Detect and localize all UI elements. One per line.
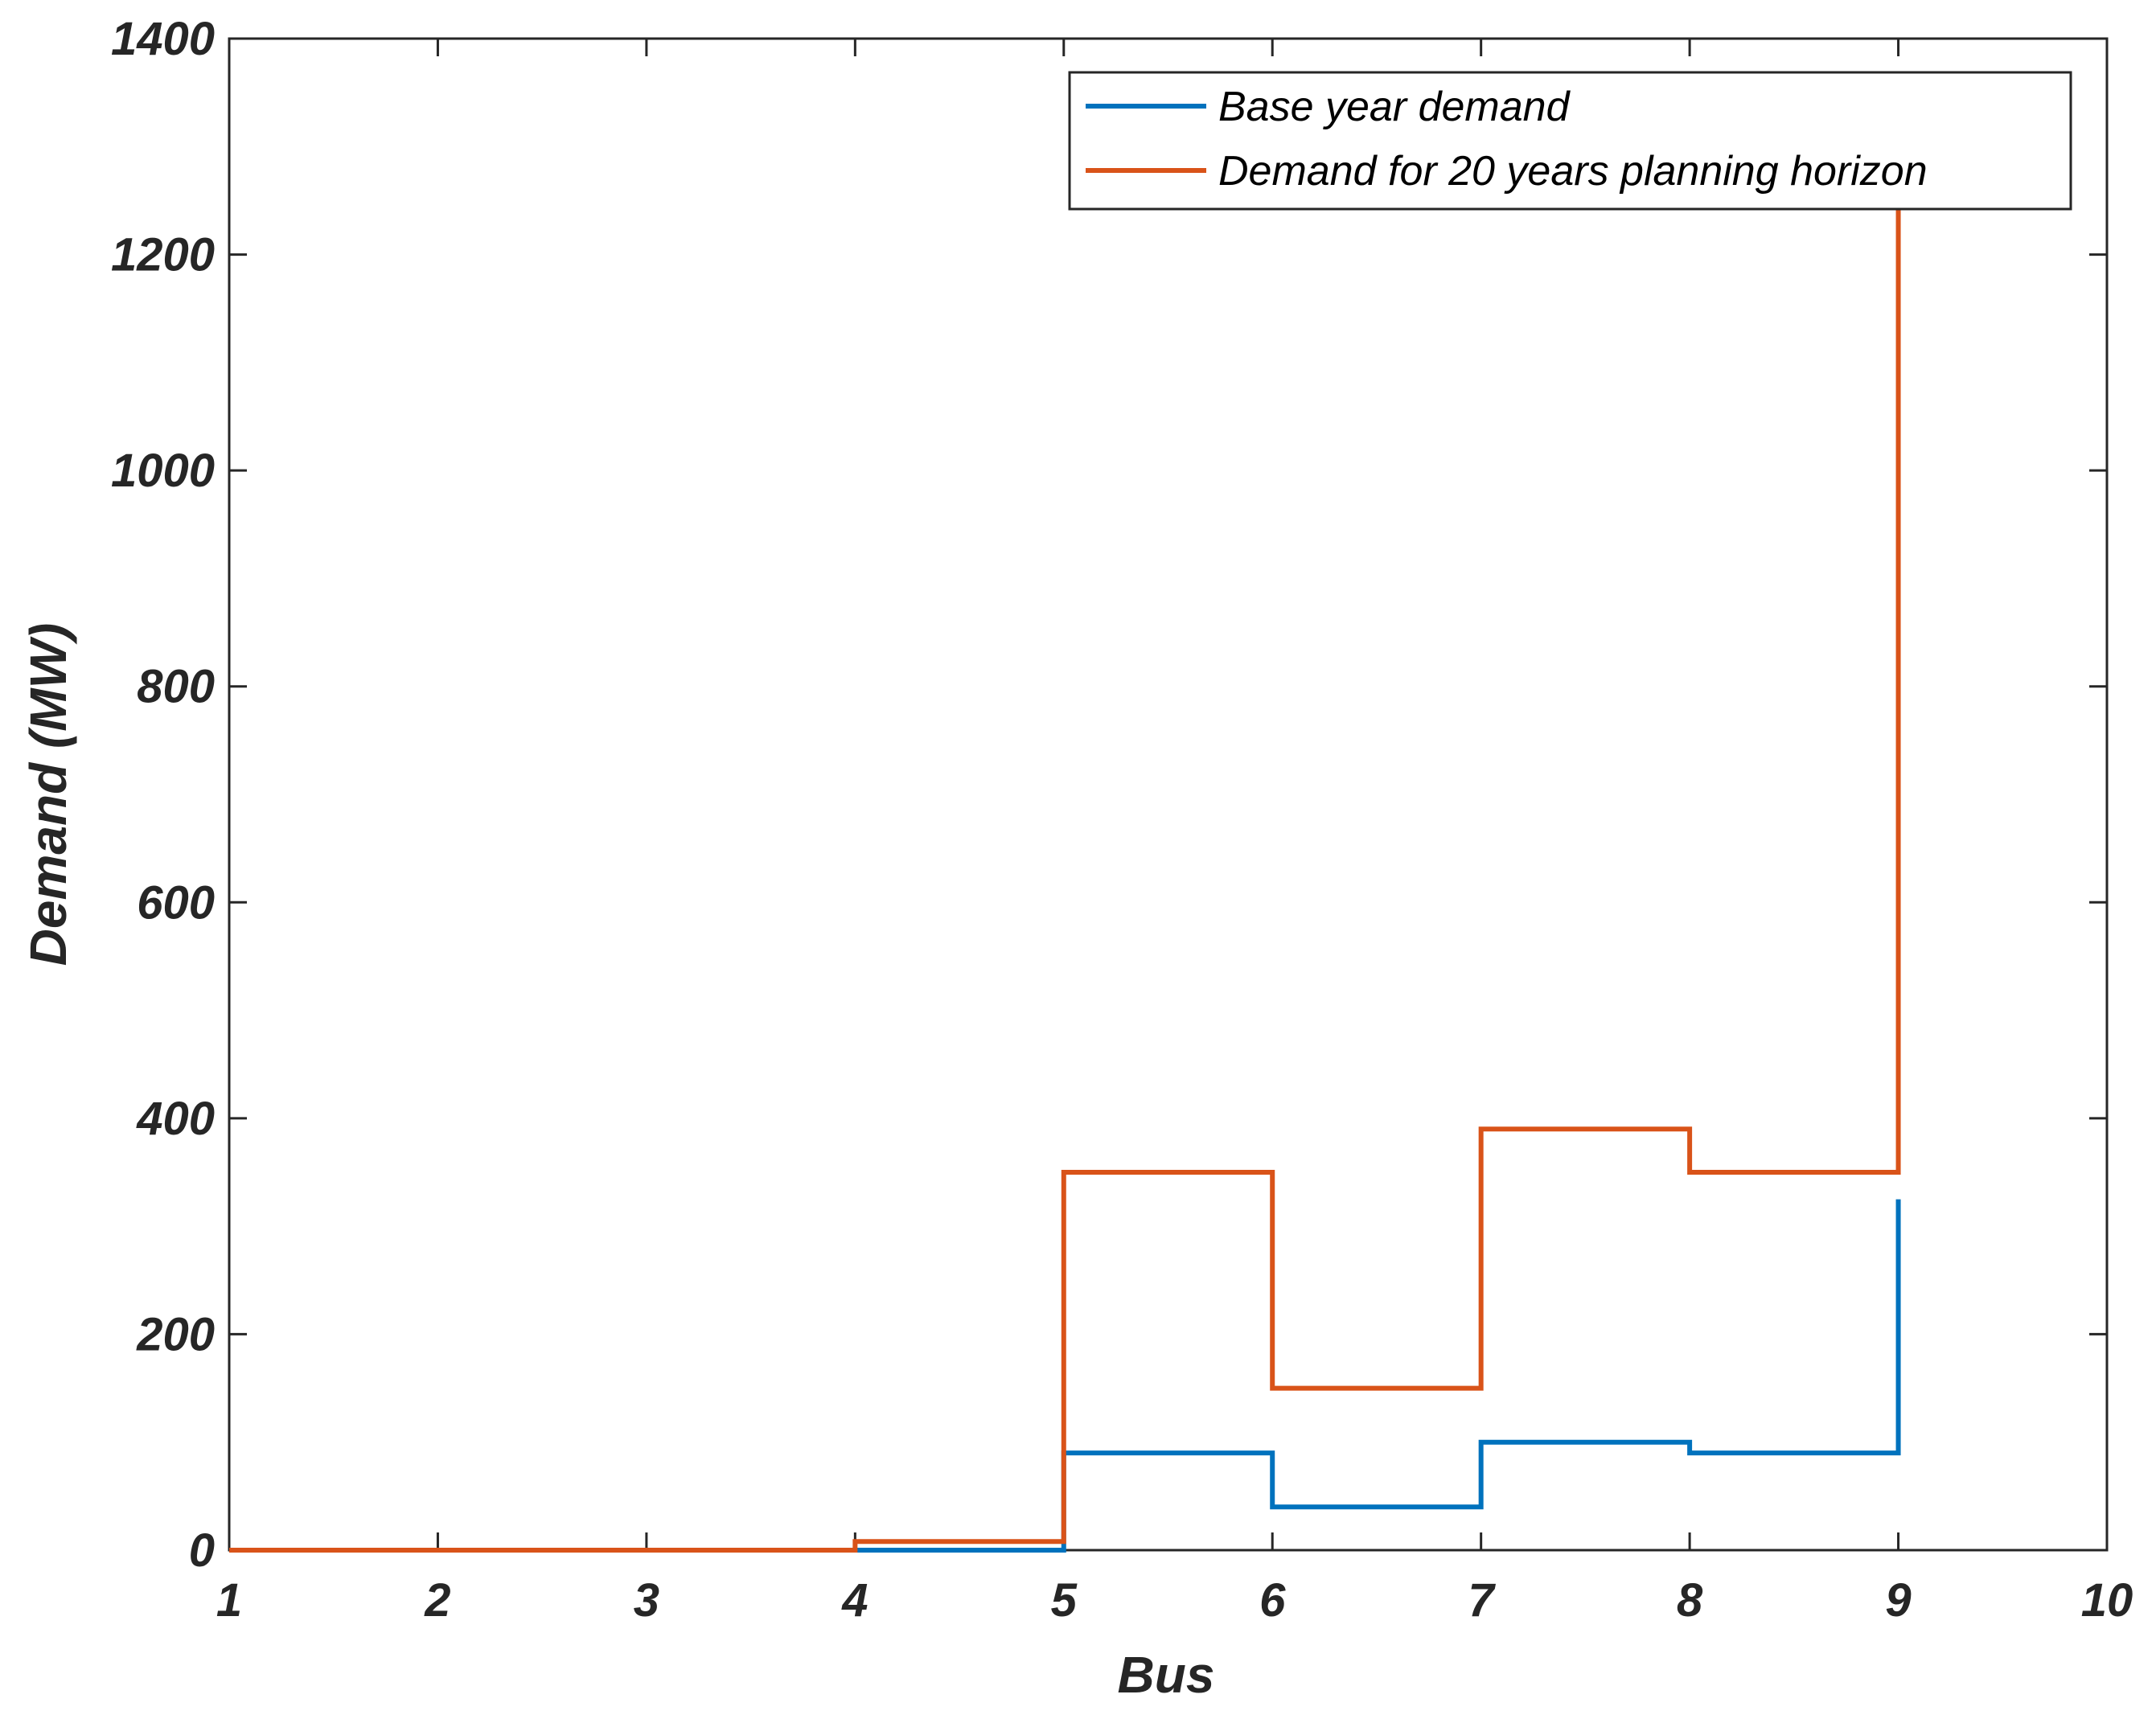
series-lines — [229, 200, 1901, 1553]
legend-label-base-year: Base year demand — [1218, 84, 1571, 130]
x-tick-label: 8 — [1677, 1574, 1703, 1627]
axis-ticks — [228, 37, 2109, 1552]
y-tick-label: 0 — [189, 1524, 215, 1577]
legend-label-20-years: Demand for 20 years planning horizon — [1218, 148, 1928, 195]
y-tick-label: 200 — [136, 1308, 215, 1360]
x-tick-label: 6 — [1259, 1574, 1286, 1627]
x-tick-labels: 1 2 3 4 5 6 7 8 9 10 — [216, 1574, 2133, 1627]
x-tick-label: 2 — [424, 1574, 450, 1627]
x-tick-label: 1 — [216, 1574, 242, 1627]
y-tick-labels: 0 200 400 600 800 1000 1200 1400 — [111, 13, 215, 1577]
y-tick-label: 1400 — [111, 13, 215, 65]
x-tick-label: 5 — [1051, 1574, 1078, 1627]
x-tick-label: 4 — [841, 1574, 868, 1627]
y-axis-label: Demand (MW) — [19, 623, 77, 966]
series-line-1 — [229, 200, 1901, 1553]
legend: Base year demand Demand for 20 years pla… — [1068, 71, 2072, 211]
x-tick-label: 3 — [634, 1574, 659, 1627]
plot-area — [228, 37, 2109, 1552]
x-tick-label: 9 — [1885, 1574, 1911, 1627]
x-tick-label: 7 — [1468, 1574, 1497, 1627]
x-axis-label: Bus — [1118, 1646, 1215, 1704]
y-tick-label: 1200 — [111, 229, 215, 281]
y-tick-label: 1000 — [111, 445, 215, 497]
y-tick-label: 400 — [136, 1093, 215, 1145]
legend-box — [1068, 71, 2072, 211]
y-tick-label: 600 — [137, 876, 215, 929]
y-tick-label: 800 — [137, 661, 215, 713]
x-tick-label: 10 — [2081, 1574, 2133, 1627]
